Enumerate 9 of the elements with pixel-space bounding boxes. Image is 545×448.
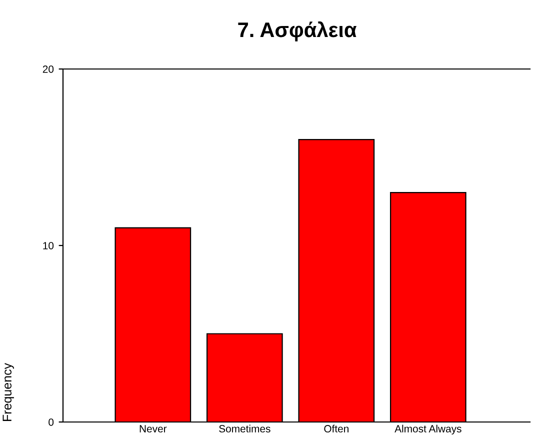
chart-title: 7. Ασφάλεια — [238, 21, 357, 42]
y-tick-label: 0 — [48, 418, 54, 426]
x-tick-label: Never — [140, 425, 167, 432]
y-tick-label: 20 — [42, 66, 54, 73]
y-tick-label: 10 — [43, 242, 54, 250]
x-tick-label: Sometimes — [219, 424, 270, 432]
y-axis-title: Frequency — [2, 362, 14, 421]
x-tick-label: Often — [324, 424, 348, 432]
x-tick-label: Almost Always — [394, 424, 462, 434]
